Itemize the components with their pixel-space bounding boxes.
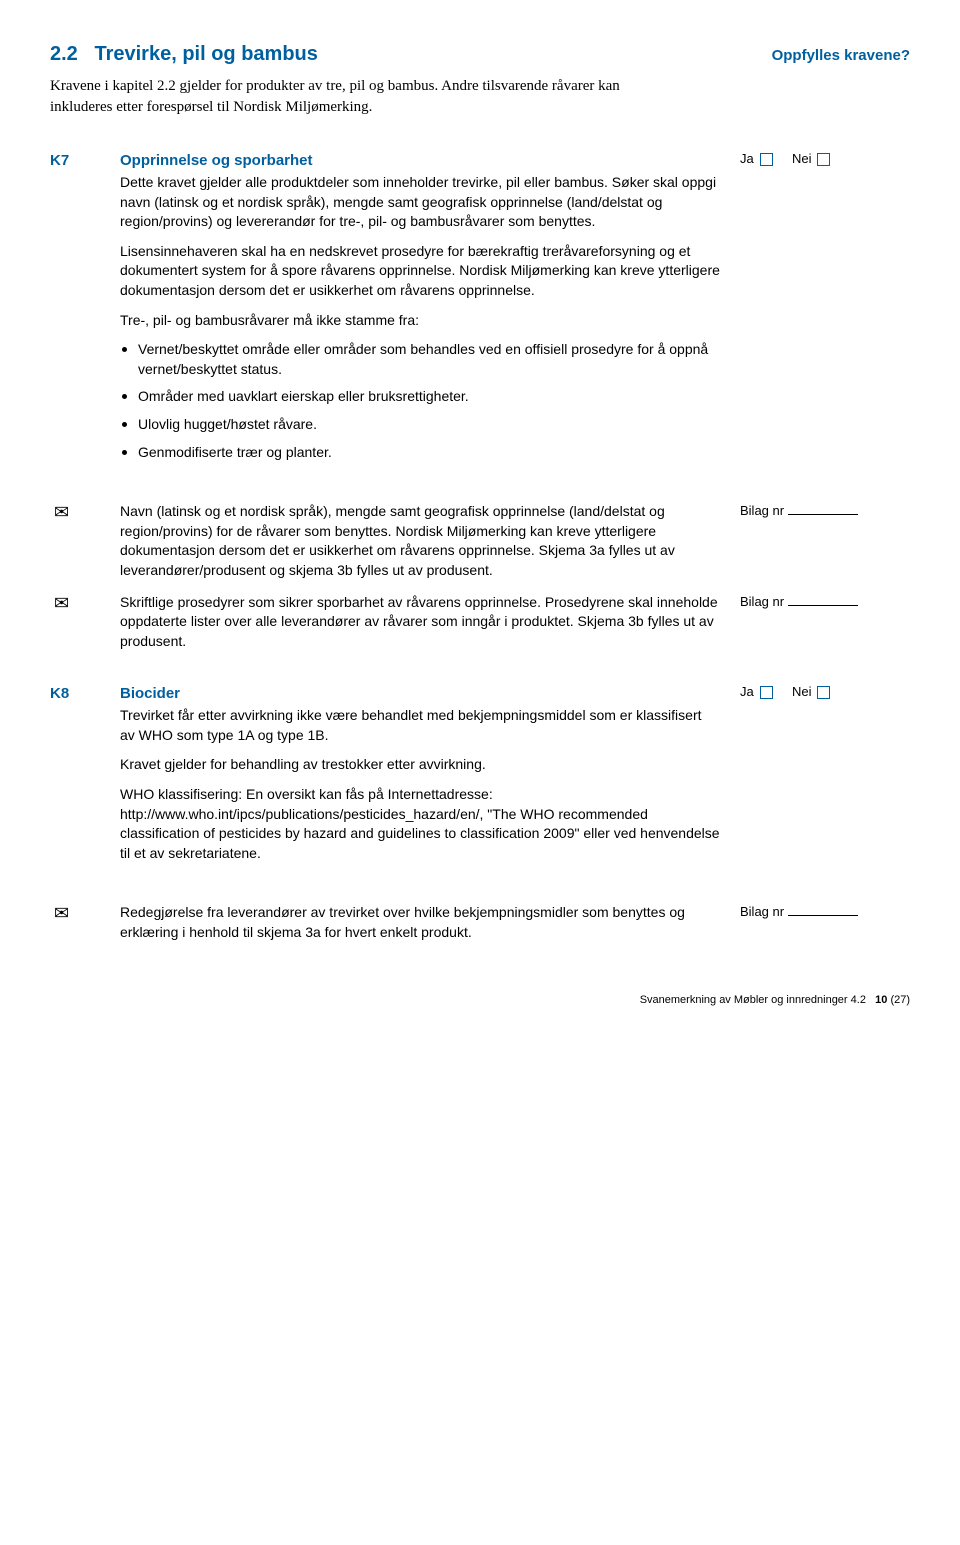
- list-item: Ulovlig hugget/høstet råvare.: [120, 415, 720, 435]
- req-title-k8: Biocider: [120, 683, 720, 704]
- req-id-k8: K8: [50, 685, 69, 702]
- envelope-icon: ✉: [54, 903, 69, 923]
- envelope-icon: ✉: [54, 502, 69, 522]
- yes-no-k8: Ja Nei: [740, 683, 910, 701]
- checkbox-ja[interactable]: [760, 686, 773, 699]
- ja-label: Ja: [740, 683, 754, 701]
- checkbox-nei[interactable]: [817, 686, 830, 699]
- k7-doc1-row: ✉ Navn (latinsk og et nordisk språk), me…: [50, 502, 910, 580]
- requirement-k7: K7 Opprinnelse og sporbarhet Dette krave…: [50, 150, 910, 472]
- k7-p1: Dette kravet gjelder alle produktdeler s…: [120, 173, 720, 232]
- k7-doc1-text: Navn (latinsk og et nordisk språk), meng…: [120, 502, 740, 580]
- list-item: Vernet/beskyttet område eller områder so…: [120, 340, 720, 379]
- k8-p1: Trevirket får etter avvirkning ikke være…: [120, 706, 720, 745]
- list-item: Områder med uavklart eierskap eller bruk…: [120, 387, 720, 407]
- requirement-k8: K8 Biocider Trevirket får etter avvirkni…: [50, 683, 910, 873]
- checkbox-ja[interactable]: [760, 153, 773, 166]
- k7-bullets: Vernet/beskyttet område eller områder so…: [120, 340, 720, 462]
- list-item: Genmodifiserte trær og planter.: [120, 443, 720, 463]
- bilag-label: Bilag nr: [740, 503, 784, 518]
- footer-page: 10: [875, 994, 887, 1006]
- yes-no-k7: Ja Nei: [740, 150, 910, 168]
- section-number: 2.2: [50, 43, 78, 65]
- nei-label: Nei: [792, 150, 812, 168]
- k8-p3: WHO klassifisering: En oversikt kan fås …: [120, 785, 720, 863]
- k7-p2: Lisensinnehaveren skal ha en nedskrevet …: [120, 242, 720, 301]
- req-title-k7: Opprinnelse og sporbarhet: [120, 150, 720, 171]
- section-title-text: Trevirke, pil og bambus: [94, 43, 317, 65]
- page-footer: Svanemerkning av Møbler og innredninger …: [50, 993, 910, 1008]
- footer-text: Svanemerkning av Møbler og innredninger …: [640, 994, 866, 1006]
- k7-doc2-row: ✉ Skriftlige prosedyrer som sikrer sporb…: [50, 593, 910, 652]
- envelope-icon: ✉: [54, 593, 69, 613]
- checkbox-nei[interactable]: [817, 153, 830, 166]
- intro-paragraph: Kravene i kapitel 2.2 gjelder for produk…: [50, 76, 670, 118]
- footer-total: (27): [890, 994, 910, 1006]
- bilag-input-line[interactable]: [788, 594, 858, 606]
- header-right-label: Oppfylles kravene?: [772, 45, 910, 66]
- req-id-k7: K7: [50, 152, 69, 169]
- k7-p3: Tre-, pil- og bambusråvarer må ikke stam…: [120, 311, 720, 331]
- bilag-input-line[interactable]: [788, 904, 858, 916]
- section-header: 2.2 Trevirke, pil og bambus Oppfylles kr…: [50, 40, 910, 68]
- k7-doc2-text: Skriftlige prosedyrer som sikrer sporbar…: [120, 593, 740, 652]
- bilag-label: Bilag nr: [740, 594, 784, 609]
- k8-doc1-text: Redegjørelse fra leverandører av trevirk…: [120, 903, 740, 942]
- k8-doc1-row: ✉ Redegjørelse fra leverandører av trevi…: [50, 903, 910, 942]
- k8-p2: Kravet gjelder for behandling av trestok…: [120, 755, 720, 775]
- ja-label: Ja: [740, 150, 754, 168]
- bilag-input-line[interactable]: [788, 503, 858, 515]
- section-title: 2.2 Trevirke, pil og bambus: [50, 40, 318, 68]
- bilag-label: Bilag nr: [740, 904, 784, 919]
- nei-label: Nei: [792, 683, 812, 701]
